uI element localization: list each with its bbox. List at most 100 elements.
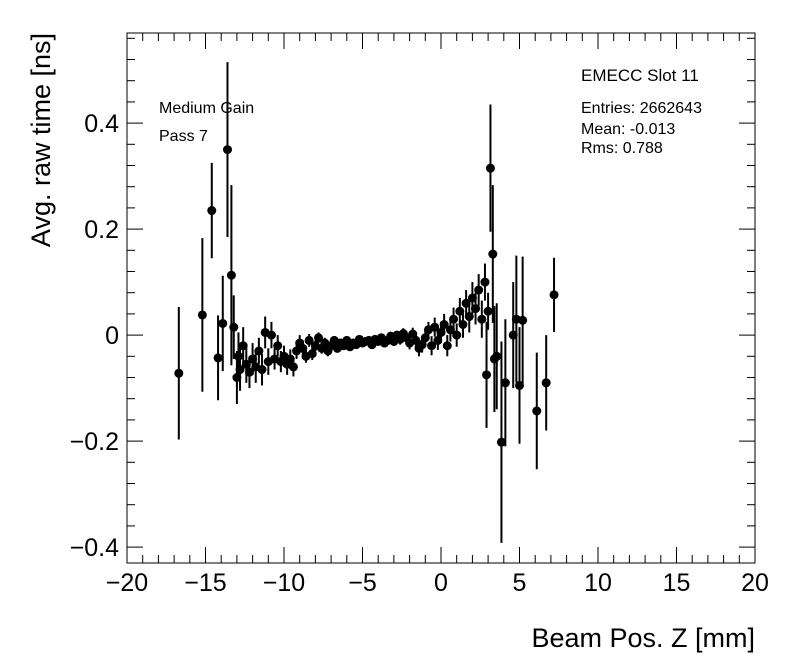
chart-title: EMECC Slot 11 bbox=[581, 66, 699, 85]
data-point bbox=[430, 317, 440, 337]
y-tick-labels: −0.4 −0.2 0 0.2 0.4 bbox=[70, 110, 119, 562]
data-point bbox=[207, 162, 217, 259]
point-marker bbox=[229, 322, 239, 332]
data-point bbox=[541, 335, 551, 431]
data-point bbox=[427, 336, 437, 356]
annotation-gain: Medium Gain bbox=[159, 100, 254, 117]
point-marker bbox=[471, 304, 481, 314]
point-marker bbox=[541, 378, 551, 388]
point-marker bbox=[474, 285, 484, 295]
point-marker bbox=[492, 351, 502, 361]
x-tick-label: −15 bbox=[184, 569, 226, 597]
point-marker bbox=[439, 320, 449, 329]
y-tick-label: −0.2 bbox=[70, 428, 119, 456]
point-marker bbox=[213, 353, 223, 363]
data-point bbox=[266, 321, 276, 349]
data-point bbox=[222, 62, 232, 238]
point-marker bbox=[482, 370, 492, 380]
point-marker bbox=[496, 437, 506, 447]
data-point bbox=[549, 257, 559, 332]
point-marker bbox=[235, 365, 245, 375]
y-tick-label: 0.2 bbox=[84, 216, 119, 244]
point-marker bbox=[549, 290, 559, 300]
x-tick-label: 5 bbox=[513, 569, 527, 597]
data-point bbox=[288, 357, 298, 377]
data-point bbox=[518, 256, 528, 384]
point-marker bbox=[273, 341, 283, 351]
annotation-pass: Pass 7 bbox=[159, 128, 208, 145]
data-point bbox=[254, 337, 264, 365]
point-marker bbox=[480, 277, 490, 287]
point-marker bbox=[218, 318, 228, 328]
point-marker bbox=[442, 341, 452, 351]
x-tick-label: −10 bbox=[263, 569, 305, 597]
data-point bbox=[229, 295, 239, 359]
data-point bbox=[314, 332, 324, 344]
data-point bbox=[439, 313, 449, 336]
data-point bbox=[496, 341, 506, 543]
data-point bbox=[480, 263, 490, 301]
x-tick-labels: −20 −15 −10 −5 0 5 10 15 20 bbox=[106, 569, 769, 597]
data-point bbox=[488, 185, 498, 323]
stats-entries: Entries: 2662643 bbox=[581, 100, 702, 117]
data-points bbox=[174, 62, 559, 543]
data-point bbox=[482, 321, 492, 428]
point-marker bbox=[254, 346, 264, 356]
data-point bbox=[442, 335, 452, 357]
data-point bbox=[500, 319, 510, 447]
data-point bbox=[273, 335, 283, 357]
point-marker bbox=[483, 306, 493, 316]
data-point bbox=[304, 334, 314, 347]
point-marker bbox=[226, 270, 236, 280]
point-marker bbox=[430, 322, 440, 332]
y-tick-label: −0.4 bbox=[70, 534, 119, 562]
point-marker bbox=[532, 406, 542, 416]
data-point bbox=[226, 185, 236, 366]
data-point bbox=[307, 347, 317, 361]
data-point bbox=[485, 104, 495, 232]
data-point bbox=[477, 300, 487, 338]
data-point bbox=[218, 275, 228, 372]
data-point bbox=[452, 323, 462, 347]
x-tick-label: −5 bbox=[348, 569, 377, 597]
data-point bbox=[464, 300, 474, 333]
data-point bbox=[532, 352, 542, 470]
point-marker bbox=[452, 330, 462, 340]
data-point bbox=[213, 315, 223, 401]
point-marker bbox=[233, 351, 243, 361]
stats-rms: Rms: 0.788 bbox=[581, 140, 663, 157]
data-point bbox=[197, 238, 207, 392]
point-marker bbox=[464, 312, 474, 322]
data-point bbox=[257, 353, 267, 386]
point-marker bbox=[488, 249, 498, 259]
point-marker bbox=[207, 206, 217, 216]
x-tick-label: 15 bbox=[663, 569, 691, 597]
x-tick-label: 20 bbox=[741, 569, 769, 597]
point-marker bbox=[307, 349, 317, 359]
x-tick-label: 10 bbox=[584, 569, 612, 597]
point-marker bbox=[174, 368, 184, 378]
point-marker bbox=[458, 320, 468, 329]
y-tick-label: 0 bbox=[105, 322, 119, 350]
data-point bbox=[474, 274, 484, 306]
point-marker bbox=[304, 335, 314, 345]
x-axis-label: Beam Pos. Z [mm] bbox=[531, 623, 755, 653]
point-marker bbox=[449, 314, 459, 324]
y-axis-label: Avg. raw time [ns] bbox=[26, 33, 56, 247]
point-marker bbox=[257, 365, 267, 375]
point-marker bbox=[288, 362, 298, 372]
x-tick-label: −20 bbox=[106, 569, 148, 597]
axis-ticks bbox=[126, 33, 756, 563]
y-tick-label: 0.4 bbox=[84, 110, 119, 138]
point-marker bbox=[500, 378, 510, 388]
data-point bbox=[458, 311, 468, 338]
point-marker bbox=[222, 145, 232, 155]
point-marker bbox=[518, 315, 528, 325]
data-point bbox=[483, 292, 493, 330]
point-marker bbox=[197, 310, 207, 320]
point-marker bbox=[427, 341, 437, 351]
point-marker bbox=[477, 314, 487, 324]
x-tick-label: 0 bbox=[434, 569, 448, 597]
data-point bbox=[449, 307, 459, 331]
